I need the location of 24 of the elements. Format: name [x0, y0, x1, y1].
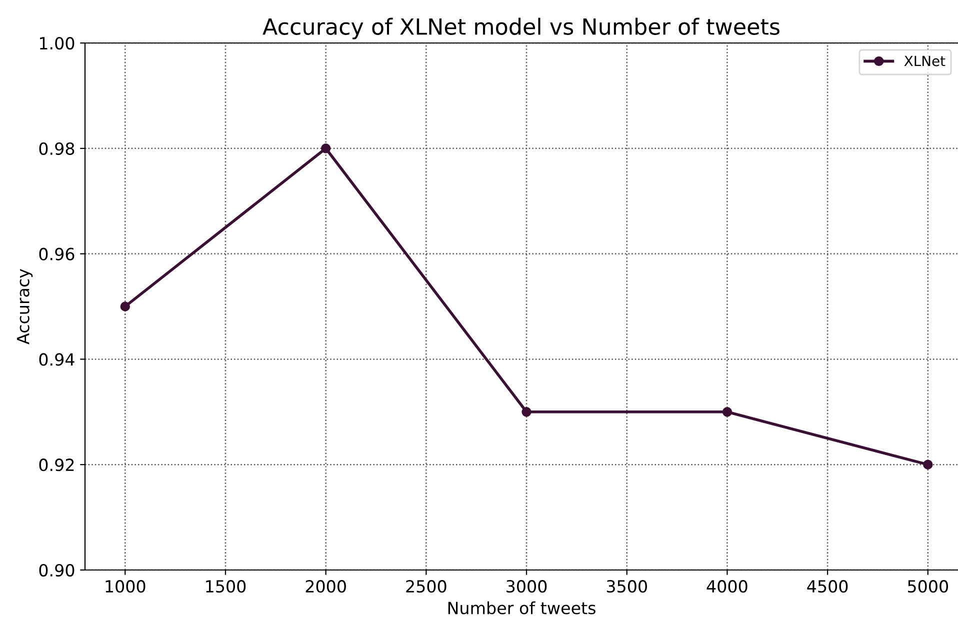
x-tick-label: 3000: [506, 580, 547, 593]
y-axis-title: Accuracy: [16, 268, 33, 344]
chart-title: Accuracy of XLNet model vs Number of tweets: [262, 18, 780, 40]
point: [320, 144, 331, 154]
x-tick-label: 5000: [908, 580, 948, 593]
y-tick-label: 0.96: [39, 248, 74, 260]
point: [522, 407, 532, 417]
y-tick-label: 0.92: [39, 458, 74, 472]
y-tick-label: 0.94: [39, 353, 74, 366]
y-tick-label: 1.00: [40, 36, 74, 50]
x-axis-title: Number of tweets: [448, 601, 596, 614]
y-tick-label: 0.90: [39, 564, 74, 577]
x-tick-label: 1000: [106, 580, 146, 593]
x-tick-label: 4500: [807, 580, 848, 593]
point: [120, 302, 130, 312]
point: [722, 407, 732, 417]
x-tick-label: 4000: [706, 580, 748, 593]
x-tick-label: 2000: [306, 580, 346, 593]
x-tick-label: 1500: [206, 580, 246, 593]
y-tick-label: 0.98: [39, 142, 74, 155]
point: [923, 460, 933, 470]
x-tick-label: 2500: [406, 580, 446, 593]
legend-label: XLNet: [904, 56, 946, 66]
x-tick-label: 3500: [606, 580, 647, 593]
